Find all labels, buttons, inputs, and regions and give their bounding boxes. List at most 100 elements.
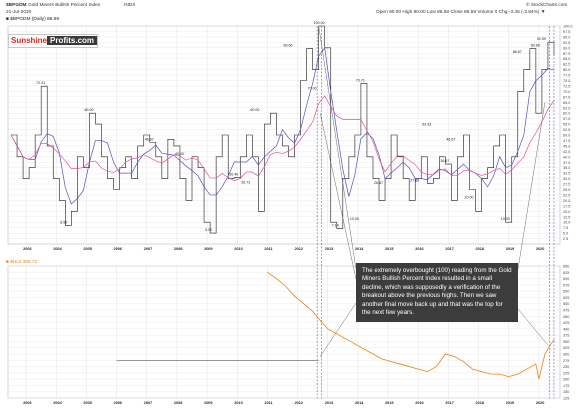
bpi-line [10,25,555,234]
bottom-y-tick-label: 300 [563,353,569,357]
top-y-tick-label: 57.5 [563,117,570,121]
bottom-y-tick-label: 150 [563,390,569,394]
value-label: 60.00 [84,108,93,112]
callout-line [517,102,546,270]
value-label: 72.41 [36,81,45,85]
top-y-tick-label: 7.5 [563,226,568,230]
callout-line [517,308,549,346]
bottom-y-tick-label: 425 [563,321,569,325]
bottom-y-tick-label: 400 [563,327,569,331]
bottom-y-tick-label: 125 [563,397,569,401]
top-y-tick-label: 72.5 [563,84,570,88]
chart-symbol: $BPGDM [6,3,27,8]
top-y-tick-label: 27.5 [563,183,570,187]
bottom-y-tick-label: 550 [563,290,569,294]
value-label: 73.71 [356,78,365,82]
bottom-y-tick-label: 325 [563,346,569,350]
value-label: 27.86 [410,178,419,182]
value-label: 89.66 [531,44,540,48]
top-y-tick-label: 22.5 [563,193,570,197]
callout-lines [116,25,549,361]
top-y-tick-label: 32.5 [563,172,570,176]
bottom-y-tick-label: 450 [563,315,569,319]
top-year-label: 2014 [355,247,364,251]
top-year-label: 2016 [415,247,423,251]
sunshine-profits-logo: Sunshine Profits.com [8,34,99,48]
top-year-label: 2006 [114,247,122,251]
top-y-tick-label: 10.0 [563,221,570,225]
legend-hui: ■ $HUI 356.72 [6,260,38,265]
value-label: 30.40 [229,173,238,177]
bottom-y-tick-label: 350 [563,340,569,344]
top-y-tick-label: 5.0 [563,232,568,236]
bottom-y-tick-label: 375 [563,334,569,338]
top-y-tick-label: 30.0 [563,177,570,181]
bottom-year-label: 2007 [144,401,152,405]
top-y-tick-label: 60.0 [563,112,570,116]
top-year-label: 2003 [23,247,31,251]
value-label: 20.00 [465,195,474,199]
top-year-label: 2018 [476,247,484,251]
top-year-label: 2017 [445,247,453,251]
bottom-year-label: 2005 [83,401,91,405]
bottom-year-label: 2011 [264,401,272,405]
bottom-year-label: 2017 [445,401,453,405]
value-label: 10.00 [501,217,510,221]
top-y-tick-label: 52.5 [563,128,570,132]
bottom-y-tick-label: 600 [563,277,569,281]
top-year-label: 2011 [264,247,272,251]
top-y-tick-label: 75.0 [563,79,570,83]
bottom-year-label: 2010 [234,401,242,405]
bottom-year-label: 2006 [114,401,122,405]
top-y-tick-label: 67.5 [563,95,570,99]
callout-line [320,302,357,357]
value-label: 26.67 [374,181,383,185]
top-y-tick-label: 65.0 [563,101,570,105]
top-y-tick-label: 37.5 [563,161,570,165]
bottom-y-tick-label: 500 [563,302,569,306]
bottom-y-tick-label: 225 [563,371,569,375]
value-labels: 72.41 8.50 60.00 46.67 40.00 5.00 30.40 60.00 26… [36,21,546,232]
value-label: 60.00 [250,108,259,112]
top-y-tick-label: 35.0 [563,166,570,170]
bottom-y-tick-label: 475 [563,309,569,313]
top-year-label: 2020 [536,247,544,251]
top-y-tick-label: 90.0 [563,46,570,50]
annotation-box: The extremely overbought (100) reading f… [356,263,518,323]
bottom-y-tick-label: 250 [563,365,569,369]
ma-short-line [10,47,555,205]
bottom-year-label: 2020 [536,401,544,405]
top-y-tick-label: 20.0 [563,199,570,203]
top-year-label: 2015 [385,247,393,251]
bottom-year-label: 2018 [476,401,484,405]
top-y-tick-label: 40.0 [563,155,570,159]
top-year-label: 2010 [234,247,242,251]
top-y-tick-label: 42.5 [563,150,570,154]
top-y-tick-label: 17.5 [563,204,570,208]
top-year-label: 2007 [144,247,152,251]
value-label: 89.66 [284,44,293,48]
value-label: 46.67 [145,137,154,141]
top-y-tick-label: 12.5 [563,215,570,219]
value-label: 100.00 [314,21,325,25]
bottom-year-label: 2004 [53,401,62,405]
source-credit: © StockCharts.com [526,3,568,8]
top-year-label: 2004 [53,247,62,251]
callout-line [318,25,357,270]
bottom-year-label: 2015 [385,401,393,405]
bottom-year-label: 2012 [295,401,303,405]
bottom-y-tick-label: 200 [563,378,569,382]
top-year-label: 2009 [204,247,212,251]
value-label: 8.50 [60,220,67,224]
value-label: 40.00 [175,152,184,156]
top-y-tick-label: 95.0 [563,35,570,39]
exchange-label: INDX [124,3,136,8]
top-y-tick-label: 87.5 [563,52,570,56]
value-label: 5.00 [205,228,212,232]
top-y-tick-label: 62.5 [563,106,570,110]
bottom-year-label: 2016 [415,401,423,405]
top-y-tick-label: 50.0 [563,134,570,138]
bottom-year-label: 2008 [174,401,182,405]
hui-price-line [267,271,555,380]
